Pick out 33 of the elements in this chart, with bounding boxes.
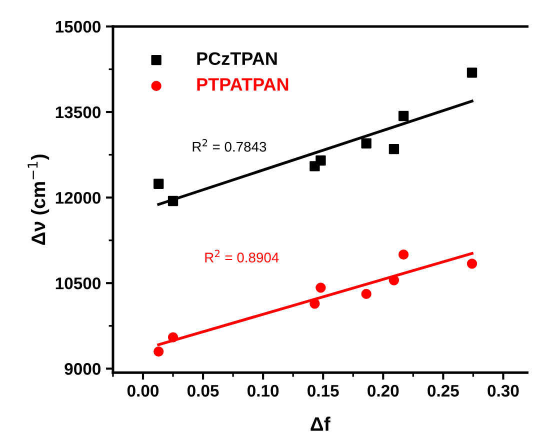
x-tick-label: 0.00 — [127, 384, 159, 397]
annotation: R$^{2}$ = 0.8904 — [205, 250, 279, 262]
point — [168, 332, 178, 342]
point — [154, 346, 164, 357]
point — [316, 155, 326, 166]
y-tick-label: 10500 — [56, 278, 100, 290]
point — [310, 298, 320, 309]
legend-label: PCzTPAN — [197, 52, 277, 65]
point — [466, 258, 478, 269]
y-axis-title: Δν (cm$^{−1}$) — [28, 154, 50, 245]
x-tick-label: 0.30 — [488, 384, 519, 397]
point — [361, 288, 372, 300]
point — [168, 196, 178, 206]
point — [398, 250, 409, 260]
x-tick-label: 0.20 — [368, 384, 399, 397]
point — [316, 282, 326, 293]
point — [388, 144, 400, 154]
point — [466, 68, 478, 78]
y-tick-label: 13500 — [56, 106, 100, 118]
point — [154, 178, 164, 189]
annotation: R$^{2}$ = 0.7843 — [192, 139, 266, 152]
x-axis-title: Δf — [310, 416, 330, 431]
x-tick-label: 0.25 — [428, 384, 459, 397]
y-tick-label: 12000 — [56, 192, 100, 204]
point — [361, 138, 372, 148]
x-tick-label: 0.15 — [308, 384, 339, 397]
x-tick-label: 0.10 — [248, 384, 279, 397]
point — [398, 110, 409, 122]
legend-label: PTPATPAN — [197, 78, 288, 91]
x-tick-label: 0.05 — [187, 384, 219, 397]
y-tick-label: 15000 — [56, 20, 100, 33]
y-tick-label: 9000 — [64, 363, 100, 375]
point — [388, 275, 400, 286]
